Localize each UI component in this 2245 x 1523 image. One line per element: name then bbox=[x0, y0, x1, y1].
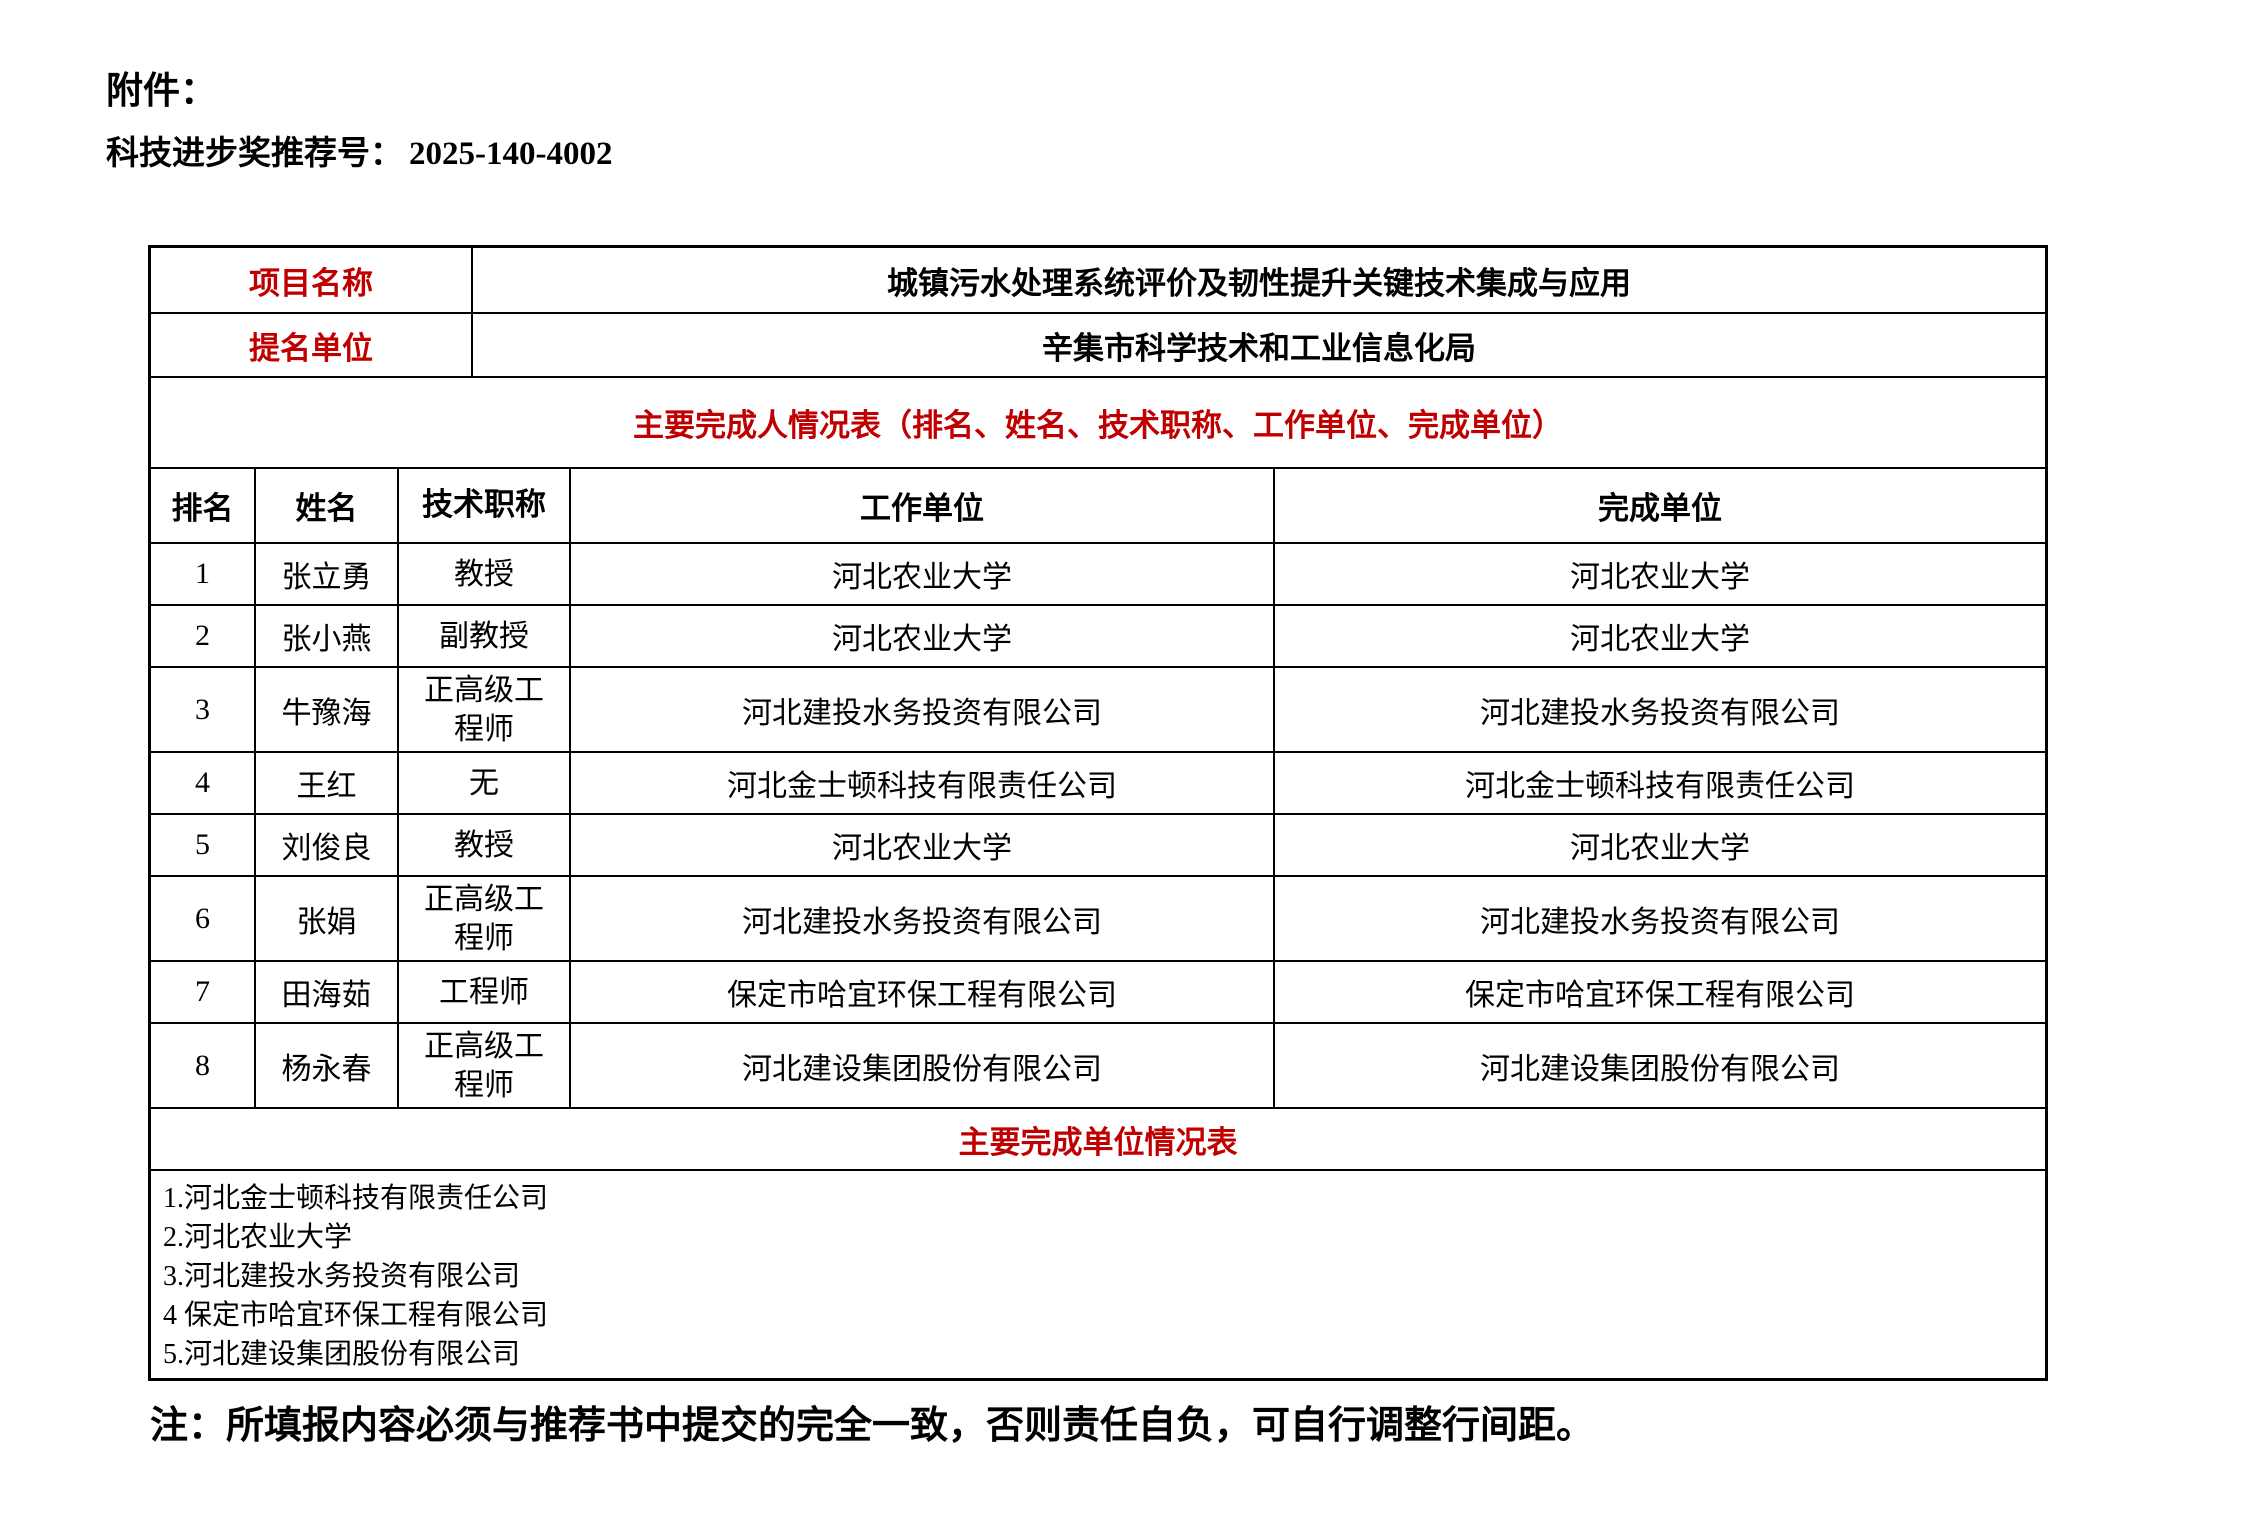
rank-cell: 4 bbox=[195, 766, 210, 799]
work-unit-cell: 河北金士顿科技有限责任公司 bbox=[569, 753, 1273, 813]
table-row: 7 田海茹 工程师 保定市哈宜环保工程有限公司 保定市哈宜环保工程有限公司 bbox=[151, 960, 2045, 1022]
recommendation-line: 科技进步奖推荐号： 2025-140-4002 bbox=[106, 126, 612, 174]
project-name-row: 项目名称 城镇污水处理系统评价及韧性提升关键技术集成与应用 bbox=[151, 248, 2045, 312]
name-cell: 杨永春 bbox=[254, 1024, 397, 1107]
completers-section-row: 主要完成人情况表（排名、姓名、技术职称、工作单位、完成单位） bbox=[151, 376, 2045, 467]
completion-unit-cell: 保定市哈宜环保工程有限公司 bbox=[1273, 962, 2045, 1022]
completion-unit-cell: 河北金士顿科技有限责任公司 bbox=[1273, 753, 2045, 813]
units-section-row: 主要完成单位情况表 bbox=[151, 1107, 2045, 1169]
work-unit-cell: 河北农业大学 bbox=[569, 544, 1273, 604]
completion-unit-cell: 河北建投水务投资有限公司 bbox=[1273, 877, 2045, 960]
rank-cell: 1 bbox=[195, 557, 210, 590]
project-name-value: 城镇污水处理系统评价及韧性提升关键技术集成与应用 bbox=[471, 248, 2045, 312]
name-cell: 牛豫海 bbox=[254, 668, 397, 751]
units-list: 1.河北金士顿科技有限责任公司 2.河北农业大学 3.河北建投水务投资有限公司 … bbox=[151, 1171, 2045, 1378]
list-item: 3.河北建投水务投资有限公司 bbox=[163, 1261, 521, 1292]
recommendation-label: 科技进步奖推荐号： bbox=[106, 136, 403, 172]
table-row: 8 杨永春 正高级工程师 河北建设集团股份有限公司 河北建设集团股份有限公司 bbox=[151, 1022, 2045, 1107]
list-item: 4 保定市哈宜环保工程有限公司 bbox=[163, 1300, 549, 1331]
table-row: 6 张娟 正高级工程师 河北建投水务投资有限公司 河北建投水务投资有限公司 bbox=[151, 875, 2045, 960]
name-cell: 王红 bbox=[254, 753, 397, 813]
name-cell: 张立勇 bbox=[254, 544, 397, 604]
title-cell: 工程师 bbox=[397, 962, 569, 1022]
title-cell: 正高级工程师 bbox=[397, 1024, 569, 1107]
units-list-row: 1.河北金士顿科技有限责任公司 2.河北农业大学 3.河北建投水务投资有限公司 … bbox=[151, 1169, 2045, 1378]
footnote: 注：所填报内容必须与推荐书中提交的完全一致，否则责任自负，可自行调整行间距。 bbox=[150, 1405, 1595, 1447]
title-cell: 教授 bbox=[397, 815, 569, 875]
rank-cell: 6 bbox=[195, 901, 210, 935]
nominating-unit-row: 提名单位 辛集市科学技术和工业信息化局 bbox=[151, 312, 2045, 376]
rank-cell: 5 bbox=[195, 828, 210, 861]
rank-cell: 7 bbox=[195, 975, 210, 1008]
units-section-title: 主要完成单位情况表 bbox=[958, 1124, 1238, 1160]
list-item: 1.河北金士顿科技有限责任公司 bbox=[163, 1183, 549, 1214]
title-cell: 副教授 bbox=[397, 606, 569, 666]
column-header-title: 技术职称 bbox=[397, 469, 569, 542]
table-row: 1 张立勇 教授 河北农业大学 河北农业大学 bbox=[151, 542, 2045, 604]
nominating-unit-label: 提名单位 bbox=[249, 330, 373, 366]
completion-unit-cell: 河北农业大学 bbox=[1273, 544, 2045, 604]
list-item: 5.河北建设集团股份有限公司 bbox=[163, 1339, 521, 1370]
table-row: 3 牛豫海 正高级工程师 河北建投水务投资有限公司 河北建投水务投资有限公司 bbox=[151, 666, 2045, 751]
work-unit-cell: 河北建设集团股份有限公司 bbox=[569, 1024, 1273, 1107]
work-unit-cell: 河北建投水务投资有限公司 bbox=[569, 668, 1273, 751]
list-item: 2.河北农业大学 bbox=[163, 1222, 353, 1253]
column-header-completion-unit: 完成单位 bbox=[1273, 469, 2045, 542]
work-unit-cell: 河北建投水务投资有限公司 bbox=[569, 877, 1273, 960]
rank-cell: 2 bbox=[195, 619, 210, 652]
title-cell: 正高级工程师 bbox=[397, 668, 569, 751]
title-cell: 无 bbox=[397, 753, 569, 813]
rank-cell: 8 bbox=[195, 1048, 210, 1082]
name-cell: 张小燕 bbox=[254, 606, 397, 666]
table-row: 4 王红 无 河北金士顿科技有限责任公司 河北金士顿科技有限责任公司 bbox=[151, 751, 2045, 813]
completion-unit-cell: 河北建设集团股份有限公司 bbox=[1273, 1024, 2045, 1107]
name-cell: 张娟 bbox=[254, 877, 397, 960]
column-header-name: 姓名 bbox=[254, 469, 397, 542]
title-cell: 正高级工程师 bbox=[397, 877, 569, 960]
completion-unit-cell: 河北农业大学 bbox=[1273, 606, 2045, 666]
nominating-unit-value: 辛集市科学技术和工业信息化局 bbox=[471, 314, 2045, 376]
work-unit-cell: 保定市哈宜环保工程有限公司 bbox=[569, 962, 1273, 1022]
completion-unit-cell: 河北建投水务投资有限公司 bbox=[1273, 668, 2045, 751]
column-header-row: 排名 姓名 技术职称 工作单位 完成单位 bbox=[151, 467, 2045, 542]
table-row: 2 张小燕 副教授 河北农业大学 河北农业大学 bbox=[151, 604, 2045, 666]
table-row: 5 刘俊良 教授 河北农业大学 河北农业大学 bbox=[151, 813, 2045, 875]
name-cell: 刘俊良 bbox=[254, 815, 397, 875]
work-unit-cell: 河北农业大学 bbox=[569, 606, 1273, 666]
rank-cell: 3 bbox=[195, 692, 210, 726]
recommendation-number: 2025-140-4002 bbox=[409, 136, 613, 172]
column-header-work-unit: 工作单位 bbox=[569, 469, 1273, 542]
completion-unit-cell: 河北农业大学 bbox=[1273, 815, 2045, 875]
award-table: 项目名称 城镇污水处理系统评价及韧性提升关键技术集成与应用 提名单位 辛集市科学… bbox=[148, 245, 2048, 1381]
completers-section-title: 主要完成人情况表（排名、姓名、技术职称、工作单位、完成单位） bbox=[633, 408, 1563, 443]
work-unit-cell: 河北农业大学 bbox=[569, 815, 1273, 875]
attachment-label: 附件： bbox=[106, 71, 217, 112]
name-cell: 田海茹 bbox=[254, 962, 397, 1022]
project-name-label: 项目名称 bbox=[249, 265, 373, 301]
title-cell: 教授 bbox=[397, 544, 569, 604]
column-header-rank: 排名 bbox=[171, 491, 234, 526]
